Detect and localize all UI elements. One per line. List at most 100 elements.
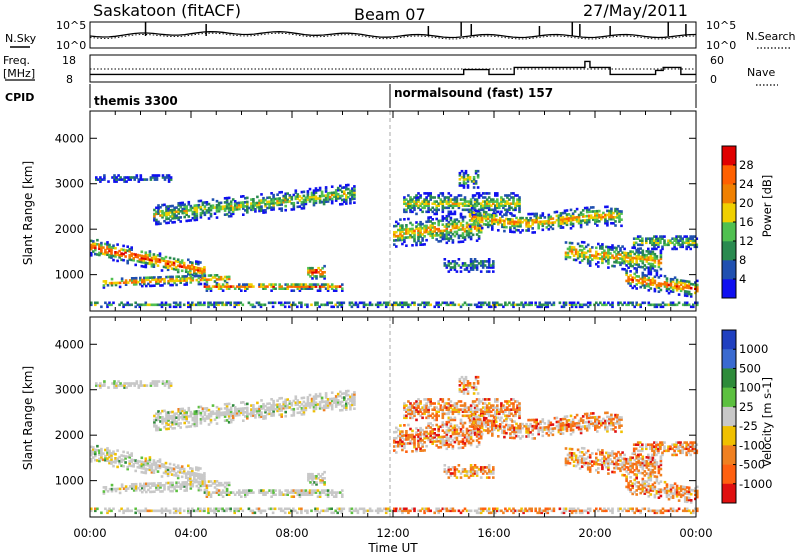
scatter-cell [141, 278, 144, 282]
scatter-cell [447, 410, 451, 413]
scatter-cell [116, 259, 119, 263]
scatter-cell [144, 265, 148, 269]
scatter-cell [174, 268, 178, 271]
scatter-cell [207, 301, 210, 305]
scatter-cell [318, 305, 321, 309]
scatter-cell [693, 245, 697, 249]
scatter-cell [413, 439, 416, 443]
scatter-cell [310, 401, 314, 405]
scatter-cell [403, 240, 406, 244]
scatter-cell [467, 210, 471, 214]
scatter-cell [278, 407, 281, 410]
scatter-cell [659, 261, 663, 265]
scatter-cell [608, 217, 611, 221]
scatter-cell [161, 214, 164, 217]
scatter-cell [506, 200, 509, 203]
scatter-cell [409, 227, 412, 231]
scatter-cell [126, 301, 129, 305]
scatter-cell [246, 200, 249, 204]
scatter-cell [223, 275, 227, 279]
scatter-cell [465, 233, 469, 237]
scatter-cell [323, 481, 326, 484]
scatter-cell [451, 204, 455, 207]
scatter-cell [464, 171, 468, 175]
scatter-cell [195, 466, 198, 469]
scatter-cell [576, 252, 580, 256]
scatter-cell [427, 194, 430, 197]
scatter-cell [491, 224, 494, 227]
scatter-cell [458, 174, 462, 177]
scatter-cell [163, 483, 166, 487]
scatter-cell [176, 264, 180, 268]
scatter-cell [673, 303, 677, 307]
scatter-cell [130, 246, 133, 249]
scatter-cell [431, 230, 434, 233]
scatter-cell [306, 305, 309, 309]
scatter-cell [550, 303, 554, 307]
scatter-cell [587, 220, 591, 224]
scatter-cell [334, 403, 338, 406]
scatter-cell [157, 278, 160, 281]
scatter-cell [500, 200, 503, 203]
scatter-cell [96, 459, 99, 462]
scatter-cell [217, 287, 221, 290]
scatter-cell [90, 303, 93, 307]
scatter-cell [435, 433, 438, 437]
scatter-cell [173, 281, 176, 285]
scatter-cell [193, 420, 197, 424]
scatter-cell [227, 287, 231, 290]
scatter-cell [309, 472, 312, 476]
scatter-cell [134, 263, 137, 267]
scatter-cell [399, 228, 402, 232]
scatter-cell [238, 201, 241, 205]
scatter-cell [341, 495, 344, 498]
scatter-cell [459, 240, 463, 244]
scatter-cell [165, 207, 168, 210]
scatter-cell [445, 223, 449, 226]
scatter-cell [549, 221, 553, 225]
scatter-cell [108, 303, 111, 307]
scatter-cell [615, 252, 618, 256]
scatter-cell [433, 432, 436, 435]
scatter-cell [411, 450, 414, 453]
scatter-cell [199, 216, 203, 219]
scatter-cell [134, 461, 137, 464]
scatter-cell [651, 250, 655, 254]
scatter-cell [246, 493, 249, 496]
scatter-cell [238, 411, 241, 415]
scatter-cell [90, 301, 93, 305]
scatter-cell [197, 303, 200, 307]
scatter-cell [504, 301, 507, 305]
scatter-cell [353, 391, 356, 394]
scatter-cell [503, 225, 506, 229]
scatter-cell [561, 222, 565, 225]
scatter-cell [155, 418, 158, 422]
scatter-cell [465, 303, 469, 307]
scatter-cell [461, 232, 465, 235]
scatter-cell [607, 249, 610, 253]
scatter-cell [425, 220, 428, 224]
scatter-cell [203, 407, 207, 410]
scatter-cell [343, 192, 346, 195]
scatter-cell [203, 488, 207, 492]
scatter-cell [240, 401, 243, 404]
scatter-cell [437, 202, 440, 205]
scatter-cell [473, 260, 477, 263]
scatter-cell [413, 303, 416, 307]
scatter-cell [409, 412, 412, 416]
scatter-cell [264, 491, 267, 494]
scatter-cell [685, 237, 688, 240]
scatter-cell [461, 204, 465, 207]
scatter-cell [153, 418, 156, 422]
scatter-cell [425, 226, 428, 230]
scatter-cell [421, 243, 424, 246]
scatter-cell [231, 206, 235, 209]
scatter-cell [116, 457, 119, 460]
scatter-cell [433, 196, 436, 199]
scatter-cell [606, 213, 609, 217]
scatter-cell [178, 301, 182, 305]
scatter-cell [106, 251, 109, 254]
scatter-cell [157, 410, 160, 413]
scatter-cell [290, 489, 294, 492]
scatter-cell [155, 426, 158, 430]
